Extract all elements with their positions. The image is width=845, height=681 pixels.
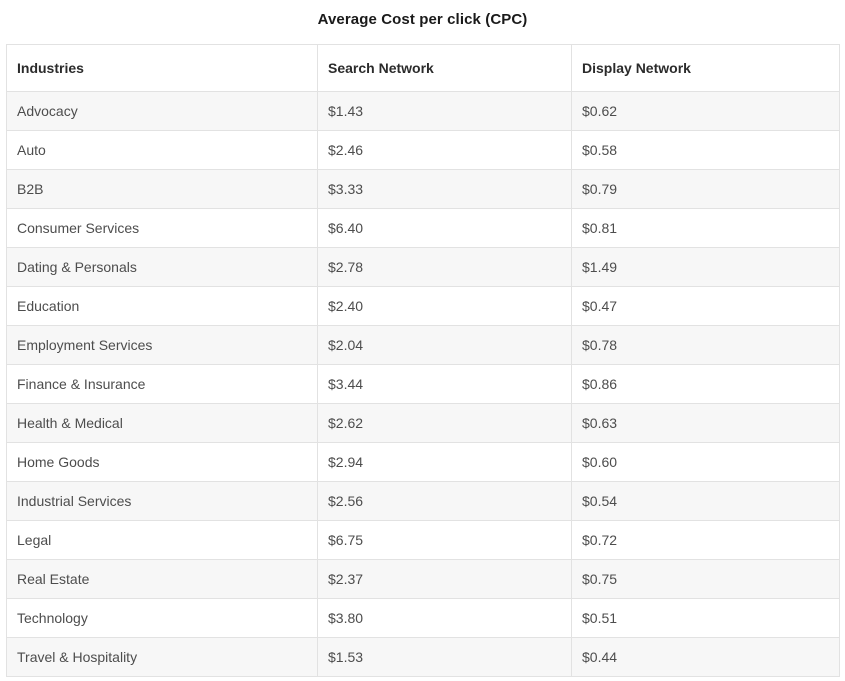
industry-cell: Legal [6, 520, 318, 560]
display-network-cell: $0.44 [571, 637, 840, 677]
table-row: Auto $2.46 $0.58 [6, 130, 840, 170]
column-header-search-network: Search Network [317, 44, 572, 92]
search-network-cell: $6.75 [317, 520, 572, 560]
display-network-cell: $0.60 [571, 442, 840, 482]
industry-cell: Home Goods [6, 442, 318, 482]
search-network-cell: $2.78 [317, 247, 572, 287]
search-network-cell: $2.40 [317, 286, 572, 326]
search-network-cell: $1.53 [317, 637, 572, 677]
column-header-industries: Industries [6, 44, 318, 92]
display-network-cell: $0.54 [571, 481, 840, 521]
table-row: Health & Medical $2.62 $0.63 [6, 403, 840, 443]
table-row: Consumer Services $6.40 $0.81 [6, 208, 840, 248]
table-header-row: Industries Search Network Display Networ… [6, 44, 840, 92]
table-row: Legal $6.75 $0.72 [6, 520, 840, 560]
table-row: Industrial Services $2.56 $0.54 [6, 481, 840, 521]
industry-cell: Technology [6, 598, 318, 638]
industry-cell: Health & Medical [6, 403, 318, 443]
search-network-cell: $6.40 [317, 208, 572, 248]
table-row: Employment Services $2.04 $0.78 [6, 325, 840, 365]
industry-cell: Consumer Services [6, 208, 318, 248]
display-network-cell: $0.81 [571, 208, 840, 248]
search-network-cell: $2.62 [317, 403, 572, 443]
search-network-cell: $2.56 [317, 481, 572, 521]
industry-cell: Real Estate [6, 559, 318, 599]
search-network-cell: $2.94 [317, 442, 572, 482]
display-network-cell: $0.62 [571, 91, 840, 131]
search-network-cell: $2.04 [317, 325, 572, 365]
search-network-cell: $1.43 [317, 91, 572, 131]
display-network-cell: $0.75 [571, 559, 840, 599]
industry-cell: Auto [6, 130, 318, 170]
display-network-cell: $0.86 [571, 364, 840, 404]
search-network-cell: $2.37 [317, 559, 572, 599]
industry-cell: Advocacy [6, 91, 318, 131]
industry-cell: Education [6, 286, 318, 326]
display-network-cell: $0.51 [571, 598, 840, 638]
display-network-cell: $0.58 [571, 130, 840, 170]
industry-cell: Dating & Personals [6, 247, 318, 287]
table-row: Technology $3.80 $0.51 [6, 598, 840, 638]
search-network-cell: $3.80 [317, 598, 572, 638]
display-network-cell: $0.78 [571, 325, 840, 365]
display-network-cell: $0.79 [571, 169, 840, 209]
column-header-display-network: Display Network [571, 44, 840, 92]
search-network-cell: $3.33 [317, 169, 572, 209]
table-row: Travel & Hospitality $1.53 $0.44 [6, 637, 840, 677]
display-network-cell: $0.72 [571, 520, 840, 560]
display-network-cell: $0.63 [571, 403, 840, 443]
display-network-cell: $1.49 [571, 247, 840, 287]
table-row: Real Estate $2.37 $0.75 [6, 559, 840, 599]
table-row: Advocacy $1.43 $0.62 [6, 91, 840, 131]
industry-cell: Finance & Insurance [6, 364, 318, 404]
industry-cell: B2B [6, 169, 318, 209]
table-row: Home Goods $2.94 $0.60 [6, 442, 840, 482]
page-title: Average Cost per click (CPC) [317, 11, 528, 28]
search-network-cell: $3.44 [317, 364, 572, 404]
table-header: Industries Search Network Display Networ… [6, 44, 840, 92]
search-network-cell: $2.46 [317, 130, 572, 170]
table-row: B2B $3.33 $0.79 [6, 169, 840, 209]
table-row: Dating & Personals $2.78 $1.49 [6, 247, 840, 287]
industry-cell: Employment Services [6, 325, 318, 365]
industry-cell: Industrial Services [6, 481, 318, 521]
table-row: Education $2.40 $0.47 [6, 286, 840, 326]
industry-cell: Travel & Hospitality [6, 637, 318, 677]
display-network-cell: $0.47 [571, 286, 840, 326]
table-row: Finance & Insurance $3.44 $0.86 [6, 364, 840, 404]
cpc-table: Industries Search Network Display Networ… [6, 44, 840, 677]
table-body: Advocacy $1.43 $0.62 Auto $2.46 $0.58 B2B $3.33… [6, 91, 840, 677]
